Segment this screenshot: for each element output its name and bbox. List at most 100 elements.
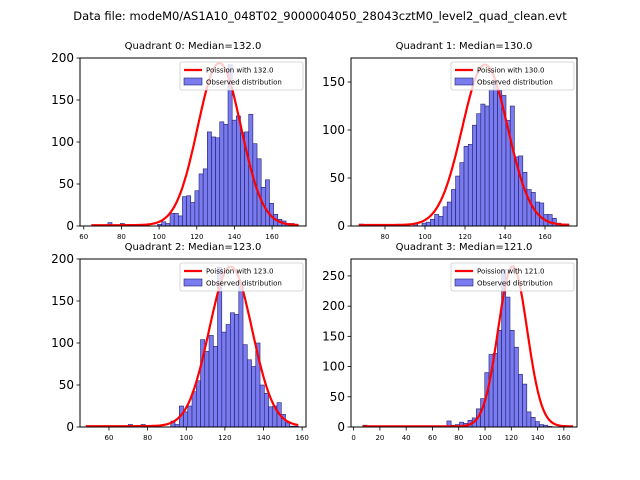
histogram-bar bbox=[425, 221, 431, 227]
y-tick-label: 200 bbox=[51, 51, 74, 65]
histogram-bar bbox=[547, 214, 553, 227]
histogram-bar bbox=[446, 201, 452, 227]
histogram-bar bbox=[509, 330, 515, 428]
histogram-bar bbox=[467, 144, 473, 227]
x-tick-label: 120 bbox=[190, 233, 203, 241]
legend: Poission with 132.0 Observed distribution bbox=[179, 61, 304, 91]
histogram-bar bbox=[215, 137, 221, 227]
y-tick-label: 0 bbox=[66, 420, 74, 434]
histogram-bar bbox=[463, 146, 469, 227]
histogram-bar bbox=[223, 124, 229, 227]
y-tick-label: 200 bbox=[322, 299, 345, 313]
y-tick-label: 50 bbox=[330, 171, 345, 185]
y-tick-label: 150 bbox=[51, 93, 74, 107]
histogram-bar bbox=[207, 131, 212, 227]
histogram-bar bbox=[263, 393, 269, 428]
x-tick-label: 80 bbox=[454, 434, 463, 442]
y-tick-label: 150 bbox=[51, 294, 74, 308]
y-tick-label: 250 bbox=[322, 269, 345, 283]
legend-label-observed: Observed distribution bbox=[206, 79, 282, 87]
legend: Poission with 123.0 Observed distribution bbox=[179, 262, 304, 292]
legend: Poission with 130.0 Observed distribution bbox=[450, 61, 575, 91]
histogram-bar bbox=[183, 411, 189, 428]
x-tick-label: 120 bbox=[218, 434, 231, 442]
legend-label-poisson: Poission with 121.0 bbox=[477, 268, 545, 276]
histogram-bar bbox=[219, 121, 225, 227]
histogram-bar bbox=[472, 124, 477, 227]
legend-label-observed: Observed distribution bbox=[477, 79, 553, 87]
x-tick-label: 80 bbox=[117, 233, 126, 241]
x-tick-label: 80 bbox=[143, 434, 152, 442]
x-tick-label: 160 bbox=[295, 434, 308, 442]
x-tick-label: 60 bbox=[105, 434, 114, 442]
histogram-bar bbox=[194, 190, 200, 227]
x-tick-label: 160 bbox=[538, 233, 551, 241]
histogram-bar bbox=[173, 213, 179, 227]
legend: Poission with 121.0 Observed distribution bbox=[450, 262, 575, 292]
y-tick-label: 0 bbox=[337, 219, 345, 233]
histogram-bar bbox=[451, 189, 456, 227]
histogram-bar bbox=[268, 406, 274, 428]
histogram-bar bbox=[442, 206, 448, 227]
histogram-bar bbox=[187, 405, 193, 428]
histogram-bar bbox=[438, 216, 444, 227]
x-tick-label: 20 bbox=[375, 434, 384, 442]
histogram-bar bbox=[539, 202, 545, 227]
x-tick-label: 100 bbox=[152, 233, 165, 241]
histogram-bar bbox=[259, 384, 265, 428]
histogram-bar bbox=[236, 115, 241, 227]
panel-quadrant-2: Quadrant 2: Median=123.0 0 50 100 150 200 60 80… bbox=[51, 242, 309, 442]
histogram-bar bbox=[212, 346, 218, 428]
x-tick-label: 0 bbox=[351, 434, 355, 442]
histogram-bar bbox=[509, 105, 515, 227]
histogram-bar bbox=[265, 179, 270, 227]
x-tick-label: 160 bbox=[265, 233, 278, 241]
histogram-bar bbox=[191, 391, 197, 428]
x-tick-label: 60 bbox=[79, 233, 88, 241]
y-tick-label: 50 bbox=[59, 177, 74, 191]
histogram-bar bbox=[190, 202, 196, 227]
legend-label-poisson: Poission with 130.0 bbox=[477, 67, 545, 75]
histogram-bar bbox=[204, 351, 210, 428]
histogram-bar bbox=[234, 314, 240, 428]
histogram-bar bbox=[518, 374, 523, 428]
x-tick-label: 100 bbox=[478, 434, 491, 442]
panel-quadrant-1: Quadrant 1: Median=130.0 0 50 100 150 80 100 12… bbox=[322, 41, 578, 241]
legend-label-observed: Observed distribution bbox=[206, 280, 282, 288]
histogram-bar bbox=[242, 344, 248, 428]
histogram-bar bbox=[169, 213, 175, 227]
histogram-bar bbox=[208, 335, 214, 428]
panel-title: Quadrant 3: Median=121.0 bbox=[396, 242, 533, 253]
x-tick-label: 140 bbox=[531, 434, 544, 442]
x-tick-label: 160 bbox=[557, 434, 570, 442]
histogram-bar bbox=[455, 175, 461, 227]
histogram-bar bbox=[195, 380, 201, 428]
axes-frame bbox=[350, 57, 578, 227]
legend-bar-swatch bbox=[454, 278, 474, 287]
poisson-curve bbox=[85, 265, 299, 428]
histogram-bar bbox=[430, 218, 435, 227]
poisson-curve bbox=[362, 265, 574, 428]
legend-box bbox=[179, 262, 304, 292]
x-tick-label: 140 bbox=[498, 233, 511, 241]
y-tick-label: 50 bbox=[330, 390, 345, 404]
histogram-bar bbox=[238, 282, 244, 428]
x-tick-label: 140 bbox=[228, 233, 241, 241]
x-tick-label: 120 bbox=[458, 233, 471, 241]
histogram-bar bbox=[434, 214, 440, 227]
histogram-bar bbox=[505, 296, 511, 428]
figure-title: Data file: modeM0/AS1A10_048T02_90000040… bbox=[73, 9, 567, 23]
poisson-curve bbox=[359, 63, 570, 227]
legend-label-poisson: Poission with 123.0 bbox=[206, 268, 274, 276]
histogram-bar bbox=[221, 331, 227, 428]
poisson-curve bbox=[91, 62, 299, 227]
histogram-bar bbox=[522, 383, 528, 428]
histogram-bar bbox=[161, 221, 167, 227]
y-tick-label: 150 bbox=[322, 329, 345, 343]
x-tick-label: 100 bbox=[418, 233, 431, 241]
x-tick-label: 40 bbox=[402, 434, 411, 442]
y-tick-label: 150 bbox=[322, 75, 345, 89]
x-tick-label: 60 bbox=[428, 434, 437, 442]
histogram-bar bbox=[231, 119, 237, 227]
panel-title: Quadrant 0: Median=132.0 bbox=[125, 41, 262, 52]
